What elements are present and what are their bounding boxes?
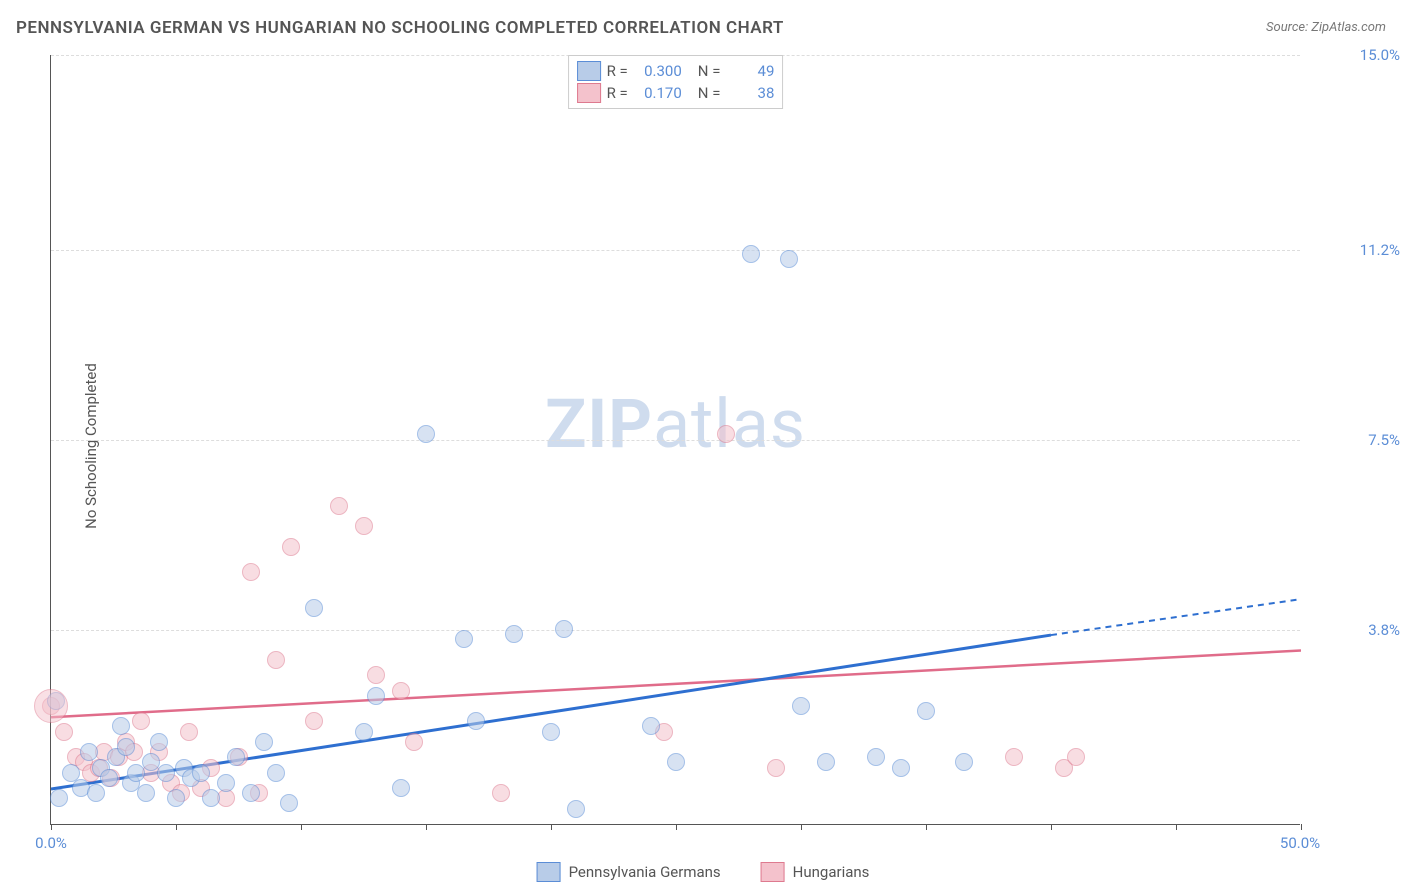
point-series-a	[505, 625, 523, 643]
point-series-a	[167, 789, 185, 807]
point-series-a	[392, 779, 410, 797]
stats-b-r: 0.170	[634, 84, 682, 102]
point-series-a	[467, 712, 485, 730]
point-series-b	[267, 651, 285, 669]
legend-item-a: Pennsylvania Germans	[537, 862, 721, 882]
x-min-label: 0.0%	[35, 834, 67, 852]
stats-a-n: 49	[726, 62, 774, 80]
point-series-a	[955, 753, 973, 771]
point-series-a	[542, 723, 560, 741]
point-series-b	[242, 563, 260, 581]
point-series-b	[1067, 748, 1085, 766]
point-series-a	[817, 753, 835, 771]
point-series-a	[87, 784, 105, 802]
point-series-a	[267, 764, 285, 782]
point-series-a	[367, 687, 385, 705]
point-series-a	[100, 769, 118, 787]
point-series-a	[417, 425, 435, 443]
stats-row-b: R = 0.170 N = 38	[577, 82, 775, 104]
y-tick-label: 7.5%	[1310, 431, 1400, 449]
point-series-a	[792, 697, 810, 715]
point-series-b	[1005, 748, 1023, 766]
point-series-a	[202, 789, 220, 807]
point-series-a	[280, 794, 298, 812]
point-series-a	[642, 717, 660, 735]
point-series-a	[217, 774, 235, 792]
point-series-b	[367, 666, 385, 684]
legend-swatch-a	[537, 862, 561, 882]
point-series-a	[157, 764, 175, 782]
point-series-a	[80, 743, 98, 761]
point-series-a	[867, 748, 885, 766]
point-series-a	[742, 245, 760, 263]
point-series-b	[492, 784, 510, 802]
point-series-b	[355, 517, 373, 535]
point-series-a	[137, 784, 155, 802]
legend-label-b: Hungarians	[793, 863, 870, 881]
source-attribution: Source: ZipAtlas.com	[1266, 20, 1386, 35]
point-series-a	[667, 753, 685, 771]
legend-swatch-b	[761, 862, 785, 882]
point-series-a	[455, 630, 473, 648]
point-series-b	[392, 682, 410, 700]
legend-item-b: Hungarians	[761, 862, 870, 882]
point-series-a	[192, 764, 210, 782]
swatch-series-b	[577, 83, 601, 103]
point-series-b	[717, 425, 735, 443]
point-series-a	[112, 717, 130, 735]
point-series-a	[555, 620, 573, 638]
point-series-a	[780, 250, 798, 268]
bottom-legend: Pennsylvania Germans Hungarians	[537, 862, 870, 882]
y-tick-label: 15.0%	[1310, 46, 1400, 64]
point-series-a	[305, 599, 323, 617]
x-tick	[1301, 824, 1302, 830]
point-series-b	[767, 759, 785, 777]
point-series-b	[180, 723, 198, 741]
stats-r-label: R =	[607, 84, 628, 102]
point-series-a	[355, 723, 373, 741]
plot-area: ZIPatlas R = 0.300 N = 49 R = 0.170 N = …	[50, 55, 1300, 825]
stats-b-n: 38	[726, 84, 774, 102]
point-series-b	[305, 712, 323, 730]
point-series-a	[117, 738, 135, 756]
point-series-a	[242, 784, 260, 802]
point-series-a	[150, 733, 168, 751]
stats-n-label: N =	[698, 62, 721, 80]
swatch-series-a	[577, 61, 601, 81]
point-series-a	[567, 800, 585, 818]
stats-r-label: R =	[607, 62, 628, 80]
point-series-a	[227, 748, 245, 766]
x-max-label: 50.0%	[1280, 834, 1320, 852]
y-tick-label: 3.8%	[1310, 621, 1400, 639]
point-series-b	[282, 538, 300, 556]
point-series-a	[892, 759, 910, 777]
point-series-b-large	[34, 689, 68, 723]
y-tick-label: 11.2%	[1310, 241, 1400, 259]
point-series-a	[255, 733, 273, 751]
point-series-b	[55, 723, 73, 741]
trend-lines	[51, 55, 1301, 825]
stats-a-r: 0.300	[634, 62, 682, 80]
stats-row-a: R = 0.300 N = 49	[577, 60, 775, 82]
point-series-a	[917, 702, 935, 720]
stats-n-label: N =	[698, 84, 721, 102]
stats-legend: R = 0.300 N = 49 R = 0.170 N = 38	[568, 55, 784, 109]
point-series-b	[132, 712, 150, 730]
point-series-b	[405, 733, 423, 751]
chart-title: PENNSYLVANIA GERMAN VS HUNGARIAN NO SCHO…	[16, 18, 784, 38]
point-series-b	[330, 497, 348, 515]
point-series-a	[50, 789, 68, 807]
legend-label-a: Pennsylvania Germans	[569, 863, 721, 881]
